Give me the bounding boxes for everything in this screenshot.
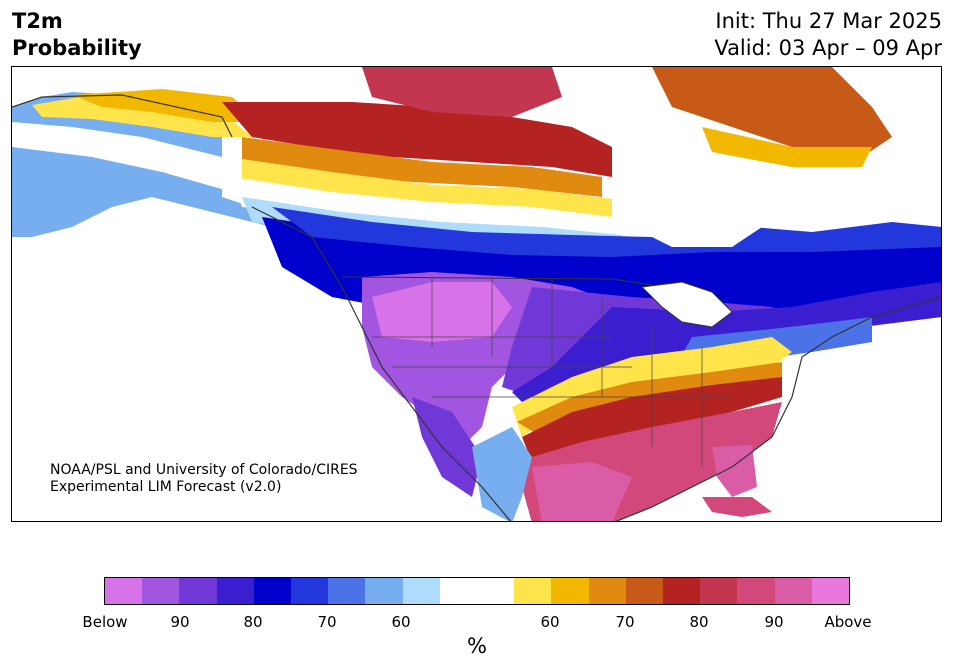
canada-midblue-band [272, 207, 941, 257]
colorbar-swatch [737, 578, 775, 604]
florida-magenta [712, 445, 757, 497]
credit-line-2: Experimental LIM Forecast (v2.0) [50, 479, 282, 495]
colorbar-swatch [700, 578, 738, 604]
colorbar-tick-label: 90 [170, 613, 190, 631]
colorbar-swatch [811, 578, 850, 604]
valid-range: Valid: 03 Apr – 09 Apr [714, 36, 942, 60]
canada-north-warm [222, 102, 612, 177]
credit-line-1: NOAA/PSL and University of Colorado/CIRE… [50, 462, 358, 478]
texas-magenta [532, 462, 632, 521]
colorbar-swatch [588, 578, 626, 604]
colorbar-swatch [402, 578, 440, 604]
colorbar-swatch [477, 578, 515, 604]
map-canvas [12, 67, 941, 521]
colorbar-swatch [216, 578, 254, 604]
canada-yellow-band [242, 159, 612, 217]
colorbar-tick-label: 80 [243, 613, 263, 631]
colorbar-swatch [253, 578, 292, 604]
colorbar-tick-label: 80 [689, 613, 709, 631]
colorbar-tick-label: Below [82, 613, 128, 631]
colorbar-swatch [142, 578, 180, 604]
hudson-bay-white [612, 162, 762, 247]
great-lakes [640, 281, 733, 328]
colorbar-swatch [291, 578, 329, 604]
west-us-light-purple [372, 282, 512, 342]
colorbar-swatch [625, 578, 664, 604]
credit-text: NOAA/PSL and University of Colorado/CIRE… [50, 462, 358, 496]
map-title: T2m Probability [12, 8, 142, 62]
coastline [12, 94, 941, 521]
title-variable: T2m [12, 9, 63, 33]
colorbar-tick-label: 90 [764, 613, 784, 631]
canada-orange-band [242, 137, 602, 197]
colorbar-tick-label: 70 [615, 613, 635, 631]
southeast-orange-band [517, 362, 782, 437]
colorbar [104, 577, 850, 605]
alaska-white-band [12, 122, 262, 192]
state-borders [372, 277, 732, 467]
mexico-purple [412, 397, 482, 497]
init-date: Init: Thu 27 Mar 2025 [715, 9, 942, 33]
canada-white-band [232, 177, 612, 237]
colorbar-tick-label: 60 [391, 613, 411, 631]
colorbar-swatch [663, 578, 701, 604]
forecast-dates: Init: Thu 27 Mar 2025 Valid: 03 Apr – 09… [714, 8, 942, 62]
colorbar-swatch [774, 578, 812, 604]
greenland-orange [652, 67, 892, 157]
probability-map: NOAA/PSL and University of Colorado/CIRE… [11, 66, 942, 522]
mexico-bands [472, 427, 532, 521]
colorbar-tick-label: 70 [317, 613, 337, 631]
colorbar-swatch [514, 578, 552, 604]
colorbar-swatch [328, 578, 366, 604]
cuba-pink [702, 497, 772, 517]
alaska-yellow-band [32, 95, 252, 137]
colorbar-swatch [179, 578, 217, 604]
colorbar-tick-label: Above [824, 613, 872, 631]
arctic-island-red [362, 67, 562, 117]
colorbar-tick-label: 60 [540, 613, 560, 631]
greenland-gold [702, 127, 872, 167]
colorbar-swatch [365, 578, 403, 604]
colorbar-swatch [551, 578, 589, 604]
colorbar-swatch [439, 578, 478, 604]
colorbar-swatch [105, 578, 143, 604]
title-product: Probability [12, 36, 142, 60]
colorbar-unit: % [467, 634, 487, 658]
